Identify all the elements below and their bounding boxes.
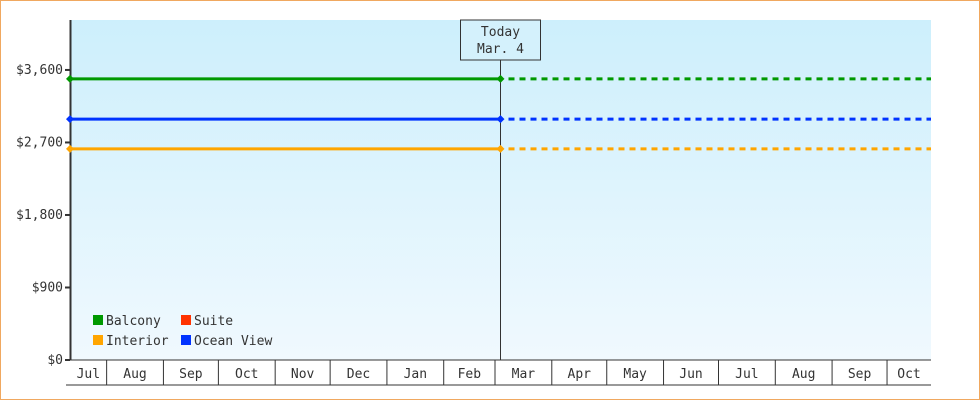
data-point [66,74,74,83]
data-point [496,115,505,124]
x-tick-label: Feb [458,367,482,382]
x-tick-label: May [623,367,647,382]
x-tick-label: Aug [792,367,815,382]
x-tick-label: Oct [235,367,258,382]
x-tick-label: Jan [404,367,427,382]
x-tick-label: Sep [179,367,203,382]
y-tick-label: $1,800 [16,208,63,223]
data-point [496,144,505,153]
x-tick-label: Aug [123,367,146,382]
data-point [496,74,505,83]
legend-swatch [93,335,103,345]
x-tick-label: Oct [897,367,920,382]
legend-label: Ocean View [194,334,272,349]
legend-label: Suite [194,314,233,329]
legend-swatch [181,315,191,325]
x-tick-label: Sep [848,367,872,382]
x-tick-label: Jul [77,367,100,382]
x-tick-label: Apr [568,367,592,382]
today-date: Mar. 4 [477,42,524,57]
x-tick-label: Dec [347,367,370,382]
today-label: Today [481,25,520,40]
legend-label: Interior [106,334,169,349]
legend-label: Balcony [106,314,161,329]
legend-swatch [93,315,103,325]
data-point [66,115,74,124]
y-tick-label: $900 [32,280,63,295]
legend-swatch [181,335,191,345]
x-tick-label: Mar [512,367,536,382]
today-box [460,19,541,61]
data-point [66,144,74,153]
y-tick-label: $2,700 [16,135,63,150]
y-tick-label: $0 [47,353,63,368]
x-tick-label: Jul [735,367,758,382]
x-tick-label: Jun [679,367,702,382]
y-tick-label: $3,600 [16,63,63,78]
x-tick-label: Nov [291,367,315,382]
